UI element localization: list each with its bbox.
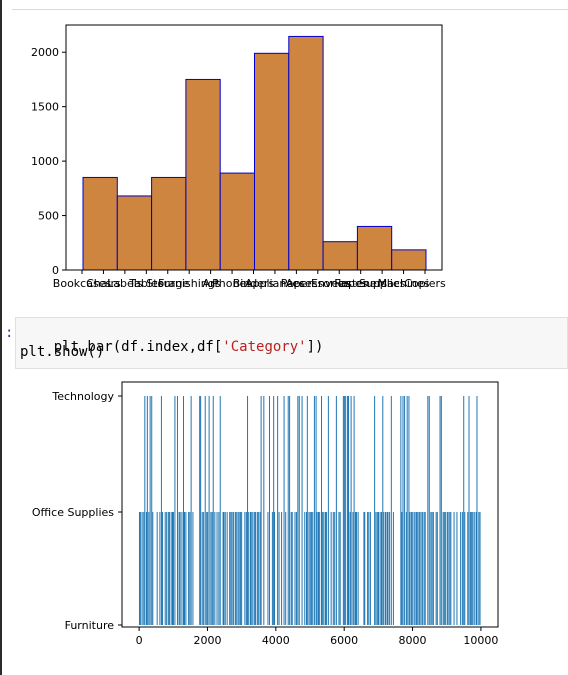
histogram-bar (288, 35, 324, 271)
x-tick-label: 4000 (262, 634, 290, 647)
histogram-bar (322, 241, 358, 271)
y-tick-label: 1500 (31, 101, 59, 114)
x-tick-label: Supplies (359, 277, 406, 290)
x-tick-label: Storage (146, 277, 189, 290)
y-category-label: Technology (51, 390, 114, 403)
cell-separator (12, 9, 568, 10)
x-tick-label: Bookcases (53, 277, 112, 290)
y-category-label: Furniture (65, 619, 115, 632)
x-tick-label: Tables (128, 277, 163, 290)
x-tick-label: 0 (136, 634, 143, 647)
x-tick-label: Paper (281, 277, 313, 290)
category-bar-chart: Furniture Office Supplies Technology 0 2000… (32, 381, 499, 647)
histogram-bar (254, 52, 290, 271)
histogram-bar (356, 225, 393, 271)
x-tick-label: Machines (378, 277, 430, 290)
code-line-2[interactable]: plt.show() (20, 344, 105, 360)
x-tick-label: Binders (233, 277, 275, 290)
x-tick-label: 8000 (399, 634, 427, 647)
y-tick-label: 0 (52, 264, 59, 277)
histogram-chart: 0 500 1000 1500 2000 BookcasesChairsLabelsTa… (31, 24, 446, 290)
cell-prompt: : (5, 325, 14, 341)
code-token-string: 'Category' (222, 339, 307, 355)
code-cell[interactable] (15, 317, 568, 369)
histogram-bar (116, 195, 153, 271)
histogram-bar (391, 249, 427, 271)
x-tick-label: Art (202, 277, 219, 290)
x-tick-label: Copiers (404, 277, 446, 290)
code-token-call: plt.bar(df.index,df[ (53, 339, 223, 355)
code-line-1[interactable]: plt.bar(df.index,df['Category']) (20, 323, 324, 371)
code-token-close: ]) (306, 339, 324, 355)
x-tick-label: 2000 (193, 634, 221, 647)
histogram-bar (151, 176, 187, 271)
x-tick-label: Envelopes (311, 277, 368, 290)
x-tick-label: Chairs (86, 277, 121, 290)
x-tick-label: Fasteners (334, 277, 387, 290)
y-tick-label: 500 (38, 210, 59, 223)
histogram-bar (219, 172, 255, 271)
histogram-bar (82, 176, 118, 271)
y-tick-label: 2000 (31, 46, 59, 59)
x-tick-label: Labels (107, 277, 143, 290)
x-tick-label: Phones (212, 277, 252, 290)
x-tick-label: Furnishings (158, 277, 221, 290)
x-tick-label: Appliances (245, 277, 305, 290)
x-tick-label: 10000 (463, 634, 498, 647)
x-tick-label: Accessories (286, 277, 351, 290)
histogram-bar (185, 78, 221, 271)
y-category-label: Office Supplies (32, 506, 114, 519)
category-chart-frame (121, 381, 499, 628)
y-tick-label: 1000 (31, 155, 59, 168)
x-tick-label: 6000 (330, 634, 358, 647)
